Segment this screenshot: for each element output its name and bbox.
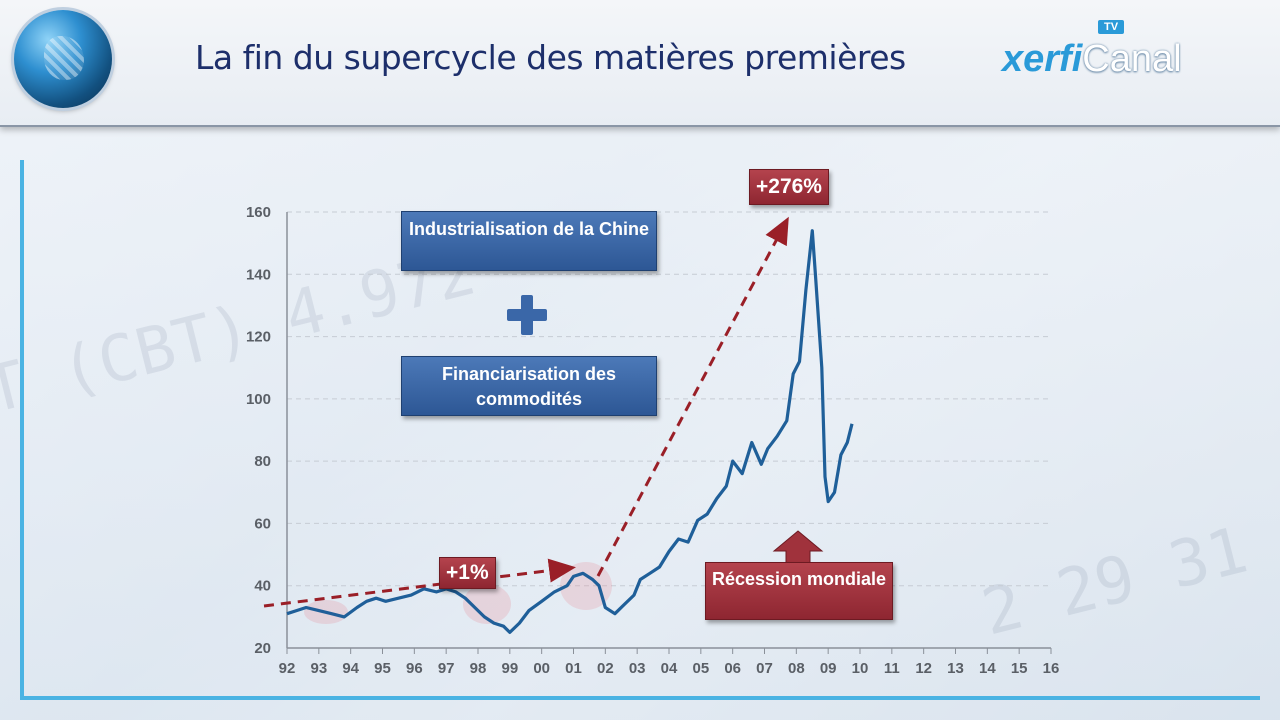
logo-part2: Canal — [1082, 38, 1182, 80]
annotation-china-industrialisation: Industrialisation de la Chine — [401, 211, 657, 271]
x-tick-label: 97 — [438, 660, 455, 677]
x-tick-label: 03 — [629, 660, 646, 677]
y-tick-label: 20 — [254, 640, 271, 657]
chart-axes — [286, 212, 1052, 654]
annotation-commodities-financialisation: Financiarisation des commodités — [401, 356, 657, 416]
page-title: La fin du supercycle des matières premiè… — [195, 38, 906, 77]
x-tick-labels: 92 93 94 95 96 97 98 99 00 01 02 03 04 05 06 07 08 09 10 11… — [279, 660, 1060, 677]
x-tick-label: 99 — [501, 660, 518, 677]
x-tick-label: 94 — [342, 660, 359, 677]
x-tick-label: 11 — [884, 660, 900, 677]
trend-arrow-1pct — [263, 558, 576, 608]
y-tick-label: 160 — [246, 204, 271, 221]
y-tick-label: 140 — [246, 266, 271, 283]
x-tick-label: 15 — [1011, 660, 1028, 677]
up-arrow-icon — [772, 530, 824, 564]
x-tick-label: 06 — [724, 660, 741, 677]
x-tick-label: 14 — [979, 660, 996, 677]
x-tick-label: 16 — [1043, 660, 1060, 677]
x-tick-label: 08 — [788, 660, 805, 677]
x-tick-label: 95 — [374, 660, 391, 677]
x-tick-label: 98 — [470, 660, 487, 677]
y-tick-label: 60 — [254, 515, 271, 532]
x-tick-label: 13 — [947, 660, 964, 677]
logo-badge: TV — [1098, 20, 1125, 34]
badge-plus-276pct: +276% — [749, 169, 829, 205]
x-tick-label: 92 — [279, 660, 296, 677]
annotation-global-recession: Récession mondiale — [705, 562, 893, 620]
frame-bottom — [20, 696, 1260, 700]
x-tick-label: 05 — [692, 660, 709, 677]
frame-left — [20, 160, 24, 700]
x-tick-label: 10 — [852, 660, 869, 677]
y-tick-labels: 20 40 60 80 100 120 140 160 — [246, 204, 271, 657]
x-tick-label: 02 — [597, 660, 614, 677]
x-tick-label: 96 — [406, 660, 423, 677]
x-tick-label: 12 — [915, 660, 932, 677]
globe-icon — [14, 10, 112, 108]
x-tick-label: 93 — [310, 660, 327, 677]
y-tick-label: 100 — [246, 391, 271, 408]
x-tick-label: 04 — [661, 660, 678, 677]
brand-logo: xerfiCanal TV — [1002, 20, 1182, 81]
x-tick-label: 07 — [756, 660, 773, 677]
y-tick-label: 120 — [246, 329, 271, 346]
plus-icon — [507, 295, 547, 335]
x-tick-label: 01 — [565, 660, 582, 677]
x-tick-label: 00 — [533, 660, 550, 677]
header-bar: La fin du supercycle des matières premiè… — [0, 0, 1280, 127]
x-tick-label: 09 — [820, 660, 837, 677]
price-line — [286, 229, 854, 634]
badge-plus-1pct: +1% — [439, 557, 496, 589]
logo-part1: xerfi — [1002, 38, 1083, 80]
y-tick-label: 80 — [254, 453, 271, 470]
y-tick-label: 40 — [254, 578, 271, 595]
